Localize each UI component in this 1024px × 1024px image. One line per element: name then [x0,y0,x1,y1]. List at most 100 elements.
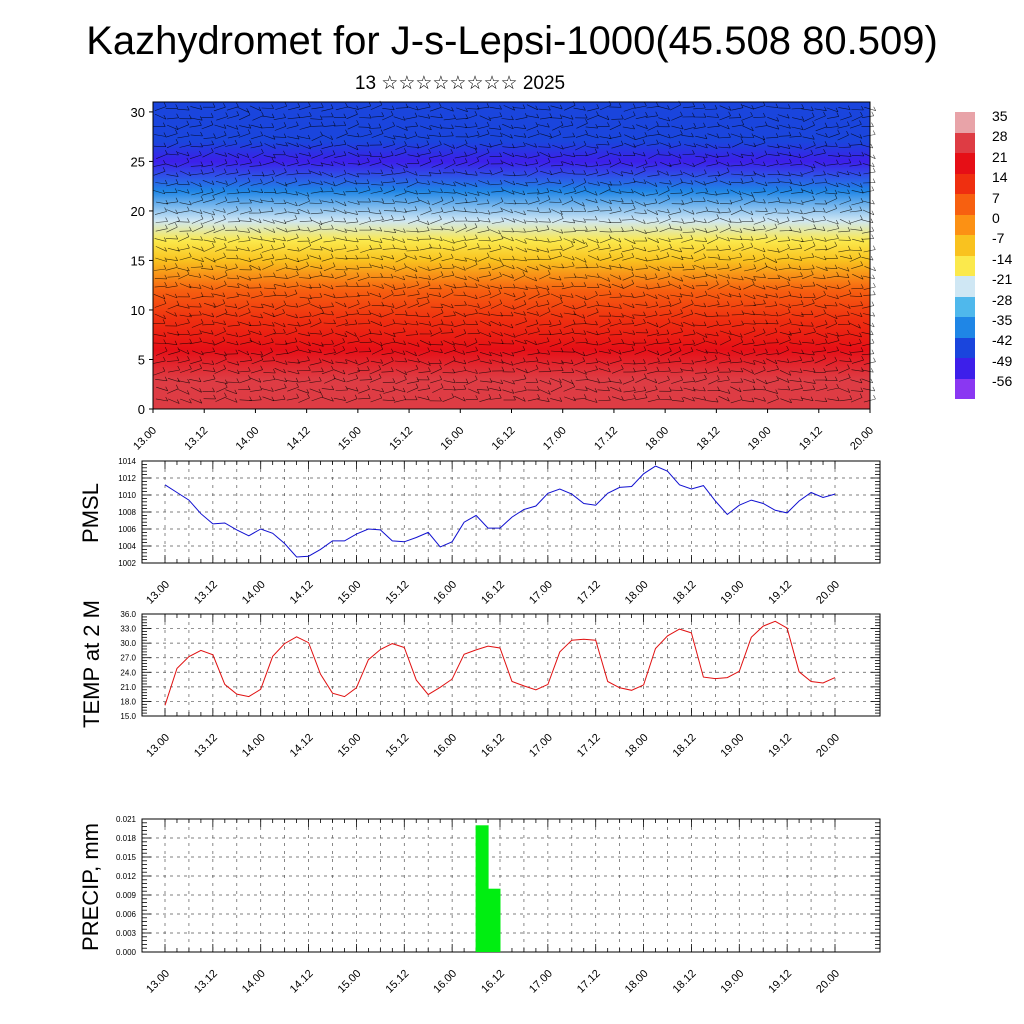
wind-barb-flag [547,177,550,183]
wind-barb [455,171,468,175]
wind-barb-flag [427,395,430,401]
wind-barb-flag [608,159,612,164]
wind-barb-flag [583,394,587,399]
wind-barb-flag [175,256,178,261]
wind-barb-flag [200,195,204,201]
wind-barb-flag [367,185,371,191]
wind-barb-flag [224,383,228,388]
wind-barb [731,141,744,148]
wind-barb [167,332,180,336]
wind-barb [695,144,708,149]
wind-barb [765,227,777,232]
wind-barb-flag [463,207,467,212]
wind-barb [165,163,178,168]
wind-barb [177,124,189,130]
wind-barb [849,172,861,177]
wind-barb-flag [464,139,468,144]
wind-barb-flag [801,200,804,205]
wind-barb [586,165,599,168]
wind-barb-flag [870,255,874,261]
wind-barb [514,154,527,158]
wind-barb [539,273,551,280]
wind-barb [262,173,275,177]
wind-barb-flag [837,152,841,157]
wind-barb [190,173,203,176]
wind-barb-flag [618,189,622,194]
wind-barb-flag [369,263,372,268]
wind-barb [203,378,216,382]
wind-barb [550,350,564,353]
wind-barb [562,256,575,261]
wind-barb-flag [848,236,851,241]
wind-barb [575,342,588,344]
wind-barb-flag [836,336,840,341]
wind-barb [514,295,526,301]
wind-barb [765,211,777,215]
wind-barb [826,350,839,354]
wind-barb [503,180,516,186]
wind-barb [407,154,420,158]
wind-barb-flag [378,373,382,379]
wind-barb [394,201,408,203]
wind-barb-flag [175,129,178,134]
wind-barb-flag [524,328,528,334]
wind-barb [753,228,766,231]
wind-barb-flag [654,161,658,166]
wind-barb [309,350,322,354]
wind-barb-flag [404,370,407,375]
wind-barb-flag [163,237,167,242]
wind-barb-flag [645,301,648,306]
wind-barb-flag [740,170,744,176]
wind-barb-flag [416,377,420,382]
wind-barb [525,229,538,233]
wind-barb-flag [331,397,334,402]
x-tick-label: 19.12 [766,579,794,607]
wind-barb-flag [379,313,382,318]
wind-barb [467,108,480,110]
wind-barb [562,245,574,252]
wind-barb [393,294,406,297]
wind-barb [490,183,503,186]
wind-barb [585,323,598,326]
wind-barb-flag [414,112,418,117]
wind-barb-flag [440,383,444,388]
wind-barb [371,184,384,186]
wind-barb-flag [535,364,539,370]
wind-barb [621,219,634,221]
wind-barb [262,161,274,166]
wind-barb [706,324,719,328]
wind-barb-flag [606,150,610,155]
wind-barb-flag [572,169,575,175]
wind-barb-flag [537,129,540,135]
wind-barb [396,125,408,131]
wind-barb-flag [427,384,431,389]
y-tick-label: 0.012 [116,872,137,881]
wind-barb-flag [870,218,874,223]
wind-barb-flag [799,340,802,345]
wind-barb-flag [427,114,431,119]
wind-barb-flag [705,143,708,149]
wind-barb-flag [355,374,359,379]
wind-barb [621,323,634,325]
wind-barb-flag [776,376,779,381]
wind-barb [827,228,839,232]
wind-barb-flag [535,284,538,290]
wind-barb-flag [643,179,647,184]
wind-barb-flag [546,285,550,290]
wind-barb [214,331,226,337]
wind-barb-flag [786,114,790,119]
wind-barb-flag [559,294,563,299]
wind-barb [791,351,804,355]
wind-barb-flag [714,144,718,150]
wind-barb [695,191,708,194]
wind-barb-flag [547,195,551,200]
wind-barb-flag [824,320,828,325]
wind-barb [670,371,683,373]
wind-barb-flag [294,214,298,220]
wind-barb [515,182,528,187]
wind-barb [336,133,348,139]
wind-barb-flag [273,284,277,290]
wind-barb [824,192,838,195]
wind-barb [238,114,251,121]
wind-barb-flag [212,340,215,345]
